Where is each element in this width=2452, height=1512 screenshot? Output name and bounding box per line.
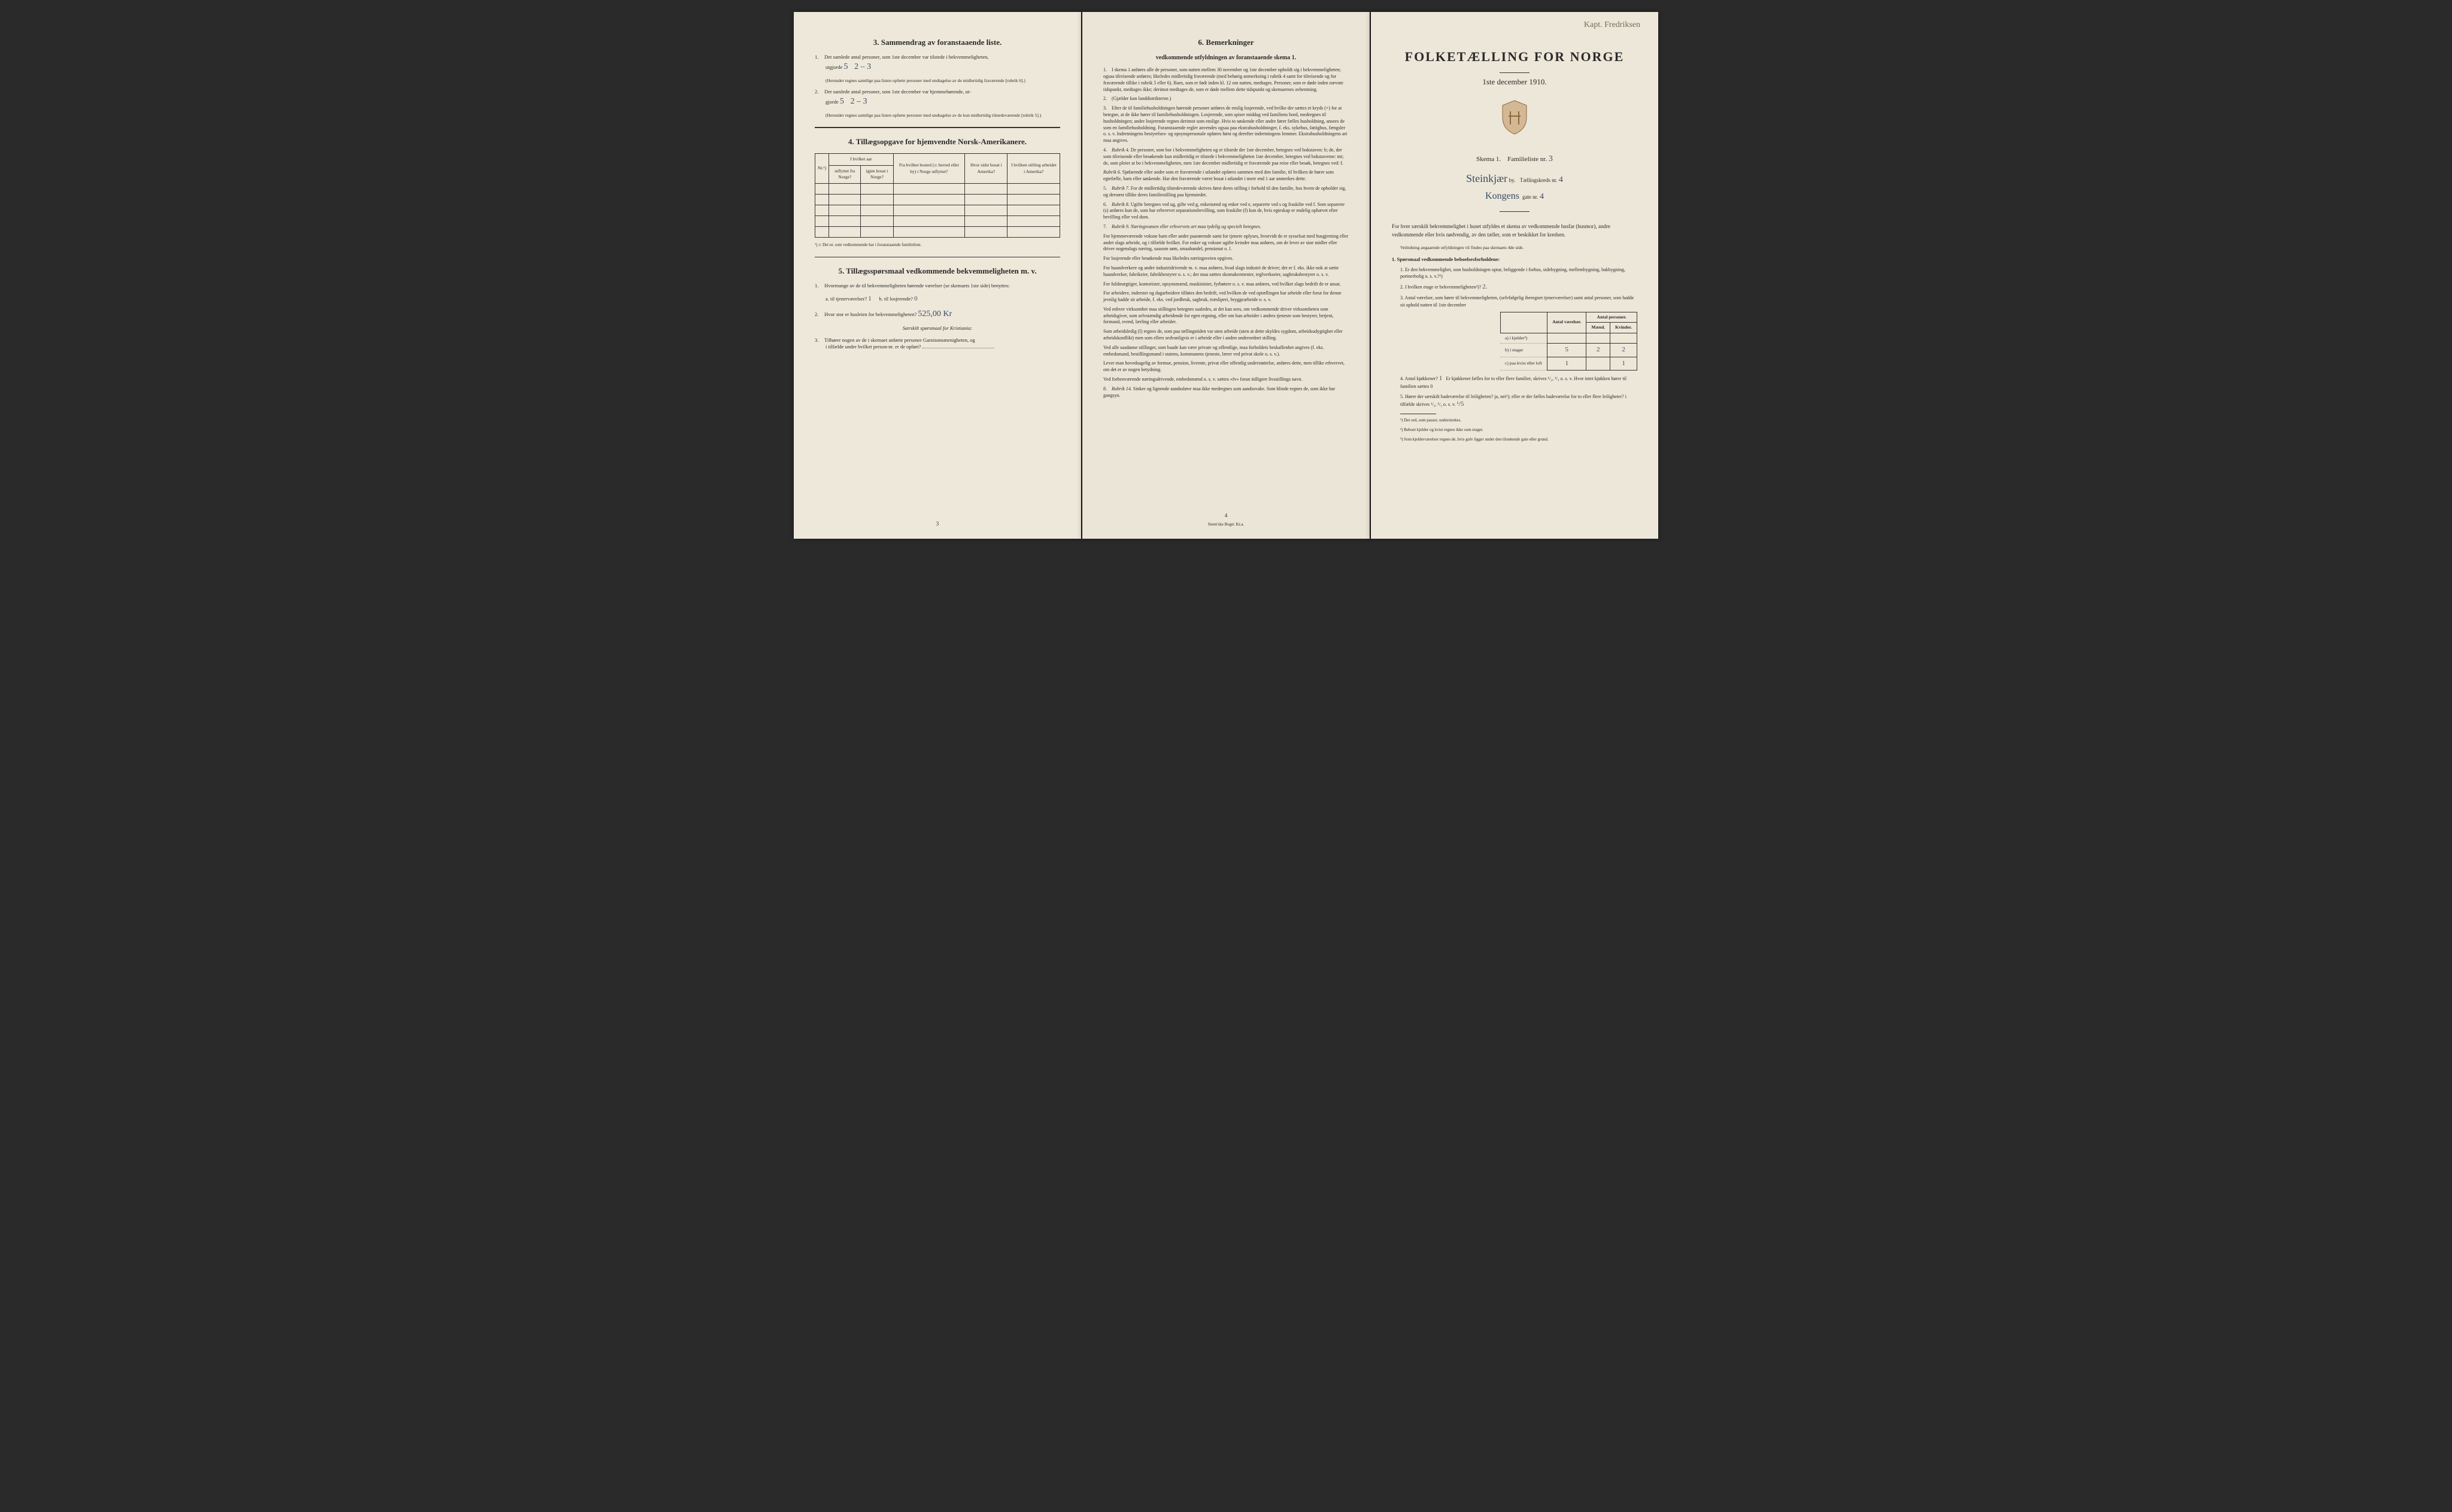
section-5-title: 5. Tillægsspørsmaal vedkommende bekvemme… [815,266,1060,277]
table-row [815,226,1060,237]
census-date: 1ste december 1910. [1392,77,1637,87]
page-number: 3 [936,520,939,528]
section-6-title: 6. Bemerkninger [1103,37,1349,48]
q2-val: 525,00 Kr [918,309,952,318]
sec3-item1: 1. Det samlede antal personer, som 1ste … [815,54,1060,72]
item2-extra: 2 – 3 [850,97,867,106]
footnote-2: ²) Beboet kjelder og kvist regnes ikke s… [1400,427,1637,433]
census-document: 3. Sammendrag av foranstaaende liste. 1.… [794,12,1658,539]
page-1-cover: Kapt. Fredriksen FOLKETÆLLING FOR NORGE … [1371,12,1658,539]
sec5-q2: 2. Hvor stor er husleien for bekvemmelig… [815,308,1060,320]
skema-row: Skema 1. Familieliste nr. 3 [1392,153,1637,165]
main-title: FOLKETÆLLING FOR NORGE [1392,48,1637,66]
table-row: c) paa kvist eller loft 1 1 [1500,357,1637,370]
familieliste-nr: 3 [1549,154,1553,163]
sec5-q1: 1. Hvormange av de til bekvemmeligheten … [815,283,1060,290]
page-4: 6. Bemerkninger vedkommende utfyldningen… [1082,12,1370,539]
footnote-1: ¹) Det ord, som passer, understrekes. [1400,418,1637,424]
sec5-q3: 3. Tilhører nogen av de i skemaet anført… [815,337,1060,351]
sec3-item2: 2. Det samlede antal personer, som 1ste … [815,89,1060,107]
item2-value: 5 [840,97,844,106]
table-row [815,215,1060,226]
city-name: Steinkjær [1466,172,1507,184]
kreds-nr: 4 [1559,175,1563,184]
printer-mark: Steen'ske Bogtr. Kr.a. [1208,522,1245,528]
q1a-val: 1 [868,295,872,302]
table-row [815,194,1060,205]
page-3: 3. Sammendrag av foranstaaende liste. 1.… [794,12,1081,539]
q5-val: ¹/5 [1457,400,1464,408]
rooms-table: Antal værelser. Antal personer. Mænd. Kv… [1500,312,1637,371]
section-6-subtitle: vedkommende utfyldningen av foranstaaend… [1103,54,1349,62]
section-3-title: 3. Sammendrag av foranstaaende liste. [815,37,1060,48]
q5: 5. Hører der særskilt badeværelse til le… [1400,393,1637,409]
item1-extra: 2 – 3 [854,62,871,71]
item2-note: (Herunder regnes samtlige paa listen opf… [826,113,1060,119]
gate-nr: 4 [1540,192,1544,201]
q3: 3. Antal værelser, som hører til bekvemm… [1400,294,1637,308]
q2-val: 2. [1482,283,1487,290]
table-row [815,183,1060,194]
table-row: a) i kjelder³) [1500,333,1637,344]
page-number: 4 [1225,512,1228,520]
amerikanere-table: Nr.¹) I hvilket aar Fra hvilket bosted (… [815,153,1060,238]
section-4-title: 4. Tillægsopgave for hjemvendte Norsk-Am… [815,136,1060,147]
coat-of-arms-icon [1392,99,1637,144]
sec4-footnote: ¹) ɔ: Det nr. som vedkommende har i fora… [815,242,1060,248]
q4: 4. Antal kjøkkener? 1 Er kjøkkenet fælle… [1400,374,1637,390]
q2: 2. I hvilken etage er bekvemmeligheten²)… [1400,283,1637,292]
item1-note: (Herunder regnes samtlige paa listen opf… [826,78,1060,84]
q4-val: 1 [1439,375,1443,382]
q1: 1. Er den bekvemmelighet, som husholdnin… [1400,266,1637,280]
footnote-3: ³) Som kjelderværelser regnes de, hvis g… [1400,437,1637,443]
intro-text: For hver særskilt bekvemmelighet i huset… [1392,223,1637,239]
table-row: b) i etager 5 2 2 [1500,344,1637,357]
handwritten-annotation: Kapt. Fredriksen [1584,19,1640,31]
table-row [815,205,1060,215]
item1-value: 5 [843,62,848,71]
section-1-title: 1. Spørsmaal vedkommende beboelsesforhol… [1392,256,1637,263]
q1b-val: 0 [914,295,918,302]
kristiania-label: Særskilt spørsmaal for Kristiania: [815,325,1060,332]
street-name: Kongens [1485,191,1519,201]
